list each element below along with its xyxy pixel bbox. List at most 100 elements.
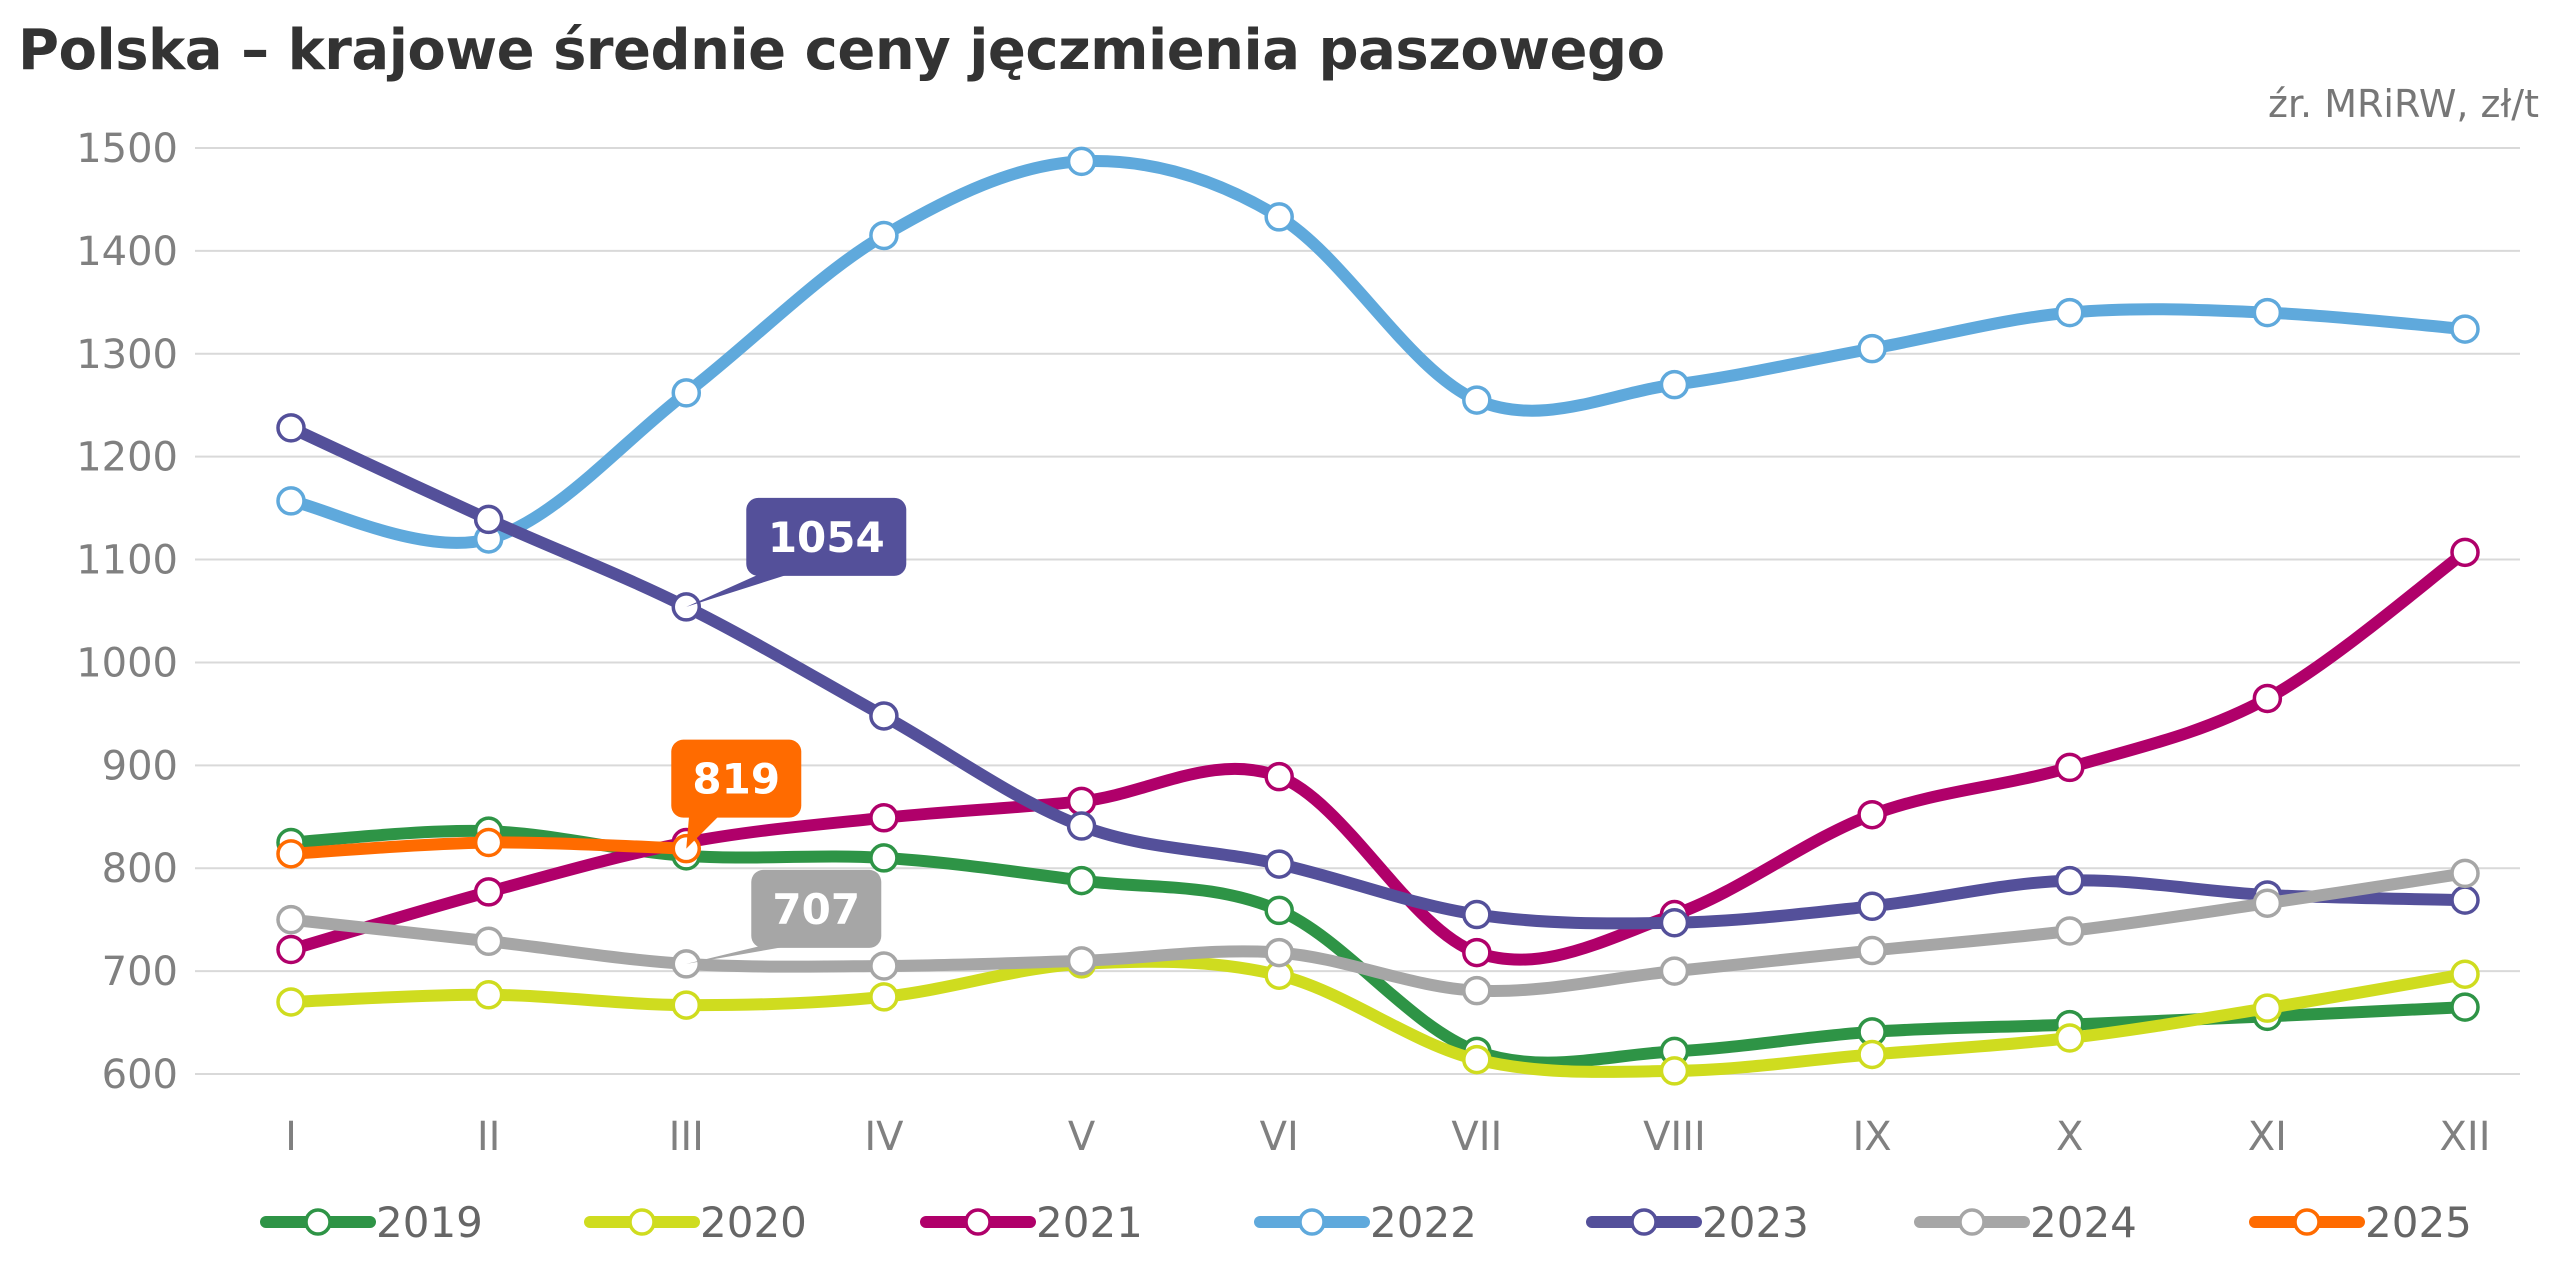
data-point-2020 xyxy=(473,980,504,1010)
y-tick-label: 700 xyxy=(102,949,178,995)
data-point-2019 xyxy=(1066,865,1097,896)
data-point-2021 xyxy=(1264,761,1294,792)
y-tick-label: 1300 xyxy=(76,332,178,378)
chart-source: źr. MRiRW, zł/t xyxy=(2267,82,2539,126)
data-point-2021 xyxy=(1066,786,1097,817)
data-point-2023 xyxy=(276,413,306,443)
x-tick-label: I xyxy=(285,1114,297,1160)
legend-marker-2024 xyxy=(1958,1208,1986,1236)
data-point-2021 xyxy=(276,934,306,965)
annotation-box-2023 xyxy=(746,497,907,576)
legend-marker-2019 xyxy=(304,1208,332,1236)
legend-label-2024: 2024 xyxy=(2030,1198,2137,1247)
data-point-2021 xyxy=(2450,537,2480,568)
legend-label-2019: 2019 xyxy=(376,1198,483,1247)
annotation-pointer xyxy=(686,943,802,964)
y-tick-label: 1500 xyxy=(76,126,178,172)
data-point-2022 xyxy=(2054,297,2085,328)
data-point-2021 xyxy=(473,877,504,907)
data-point-2024 xyxy=(276,904,306,935)
data-point-2020 xyxy=(2054,1023,2085,1053)
data-point-2024 xyxy=(869,951,899,981)
data-point-2024 xyxy=(473,926,504,957)
data-point-2019 xyxy=(2450,992,2480,1022)
data-point-2021 xyxy=(2054,752,2085,783)
data-point-2022 xyxy=(869,220,899,251)
data-point-2022 xyxy=(671,378,702,408)
data-point-2020 xyxy=(2450,959,2480,989)
x-tick-label: IX xyxy=(1852,1114,1891,1160)
data-point-2020 xyxy=(1659,1056,1690,1086)
data-point-2022 xyxy=(1857,333,1887,364)
data-point-2024 xyxy=(1066,946,1097,976)
series-line-2019 xyxy=(285,824,2471,1069)
data-point-2022 xyxy=(2252,297,2283,328)
series-line-2020 xyxy=(285,955,2471,1078)
data-point-2022 xyxy=(1462,385,1492,415)
annotation-pointer xyxy=(686,813,722,849)
data-point-2023 xyxy=(1066,811,1097,841)
x-tick-label: III xyxy=(669,1114,704,1160)
annotation-label-2023: 1054 xyxy=(768,513,885,562)
data-point-2020 xyxy=(276,987,306,1017)
annotation-label-2025: 819 xyxy=(692,755,780,804)
data-point-2023 xyxy=(1857,891,1887,922)
data-point-2019 xyxy=(869,843,899,873)
data-point-2020 xyxy=(869,982,899,1012)
series-line-2022 xyxy=(285,155,2471,549)
series-line-2021 xyxy=(285,546,2471,966)
x-tick-label: II xyxy=(477,1114,501,1160)
series-line-2024 xyxy=(285,867,2471,998)
data-point-2023 xyxy=(2054,865,2085,896)
data-point-2021 xyxy=(1462,937,1492,968)
legend-marker-2022 xyxy=(1298,1208,1326,1236)
x-tick-label: V xyxy=(1068,1114,1096,1160)
annotation-label-2024: 707 xyxy=(772,885,860,934)
y-tick-label: 1000 xyxy=(76,640,178,686)
data-point-2022 xyxy=(276,486,306,516)
x-tick-label: VI xyxy=(1260,1114,1299,1160)
y-tick-label: 1100 xyxy=(76,538,178,584)
legend-marker-2020 xyxy=(628,1208,656,1236)
series-line-2023 xyxy=(285,421,2471,930)
data-point-2022 xyxy=(1264,202,1294,232)
data-point-2023 xyxy=(2450,885,2480,915)
legend-label-2023: 2023 xyxy=(1702,1198,1809,1247)
data-point-2020 xyxy=(1857,1039,1887,1070)
legend-label-2021: 2021 xyxy=(1036,1198,1143,1247)
annotation-box-2024 xyxy=(751,869,882,948)
data-point-2024 xyxy=(1264,937,1294,968)
data-point-2020 xyxy=(671,990,702,1020)
data-point-2025 xyxy=(276,839,306,869)
data-point-2022 xyxy=(1066,146,1097,177)
legend-marker-2023 xyxy=(1630,1208,1658,1236)
x-tick-label: VII xyxy=(1451,1114,1502,1160)
data-point-2025 xyxy=(473,827,504,858)
data-point-2024 xyxy=(1659,956,1690,986)
data-point-2023 xyxy=(1264,849,1294,879)
data-point-2021 xyxy=(1857,799,1887,830)
data-point-2021 xyxy=(869,803,899,833)
data-point-2022 xyxy=(2450,314,2480,344)
data-point-2024 xyxy=(2054,916,2085,946)
chart-title: Polska – krajowe średnie ceny jęczmienia… xyxy=(18,18,1665,83)
data-point-2024 xyxy=(1857,935,1887,966)
legend-marker-2021 xyxy=(964,1208,992,1236)
legend-label-2022: 2022 xyxy=(1370,1198,1477,1247)
y-tick-label: 1400 xyxy=(76,229,178,275)
y-tick-label: 600 xyxy=(102,1052,178,1098)
data-point-2019 xyxy=(1264,895,1294,926)
data-point-2023 xyxy=(473,504,504,535)
data-point-2023 xyxy=(869,701,899,731)
annotation-pointer xyxy=(686,571,797,607)
data-point-2024 xyxy=(2252,888,2283,918)
annotation-box-2025 xyxy=(671,739,802,818)
x-tick-label: X xyxy=(2056,1114,2083,1160)
y-tick-label: 900 xyxy=(102,743,178,789)
data-point-2024 xyxy=(1462,975,1492,1006)
data-point-2020 xyxy=(2252,993,2283,1023)
legend-label-2025: 2025 xyxy=(2365,1198,2472,1247)
legend-label-2020: 2020 xyxy=(700,1198,807,1247)
data-point-2023 xyxy=(1659,908,1690,938)
